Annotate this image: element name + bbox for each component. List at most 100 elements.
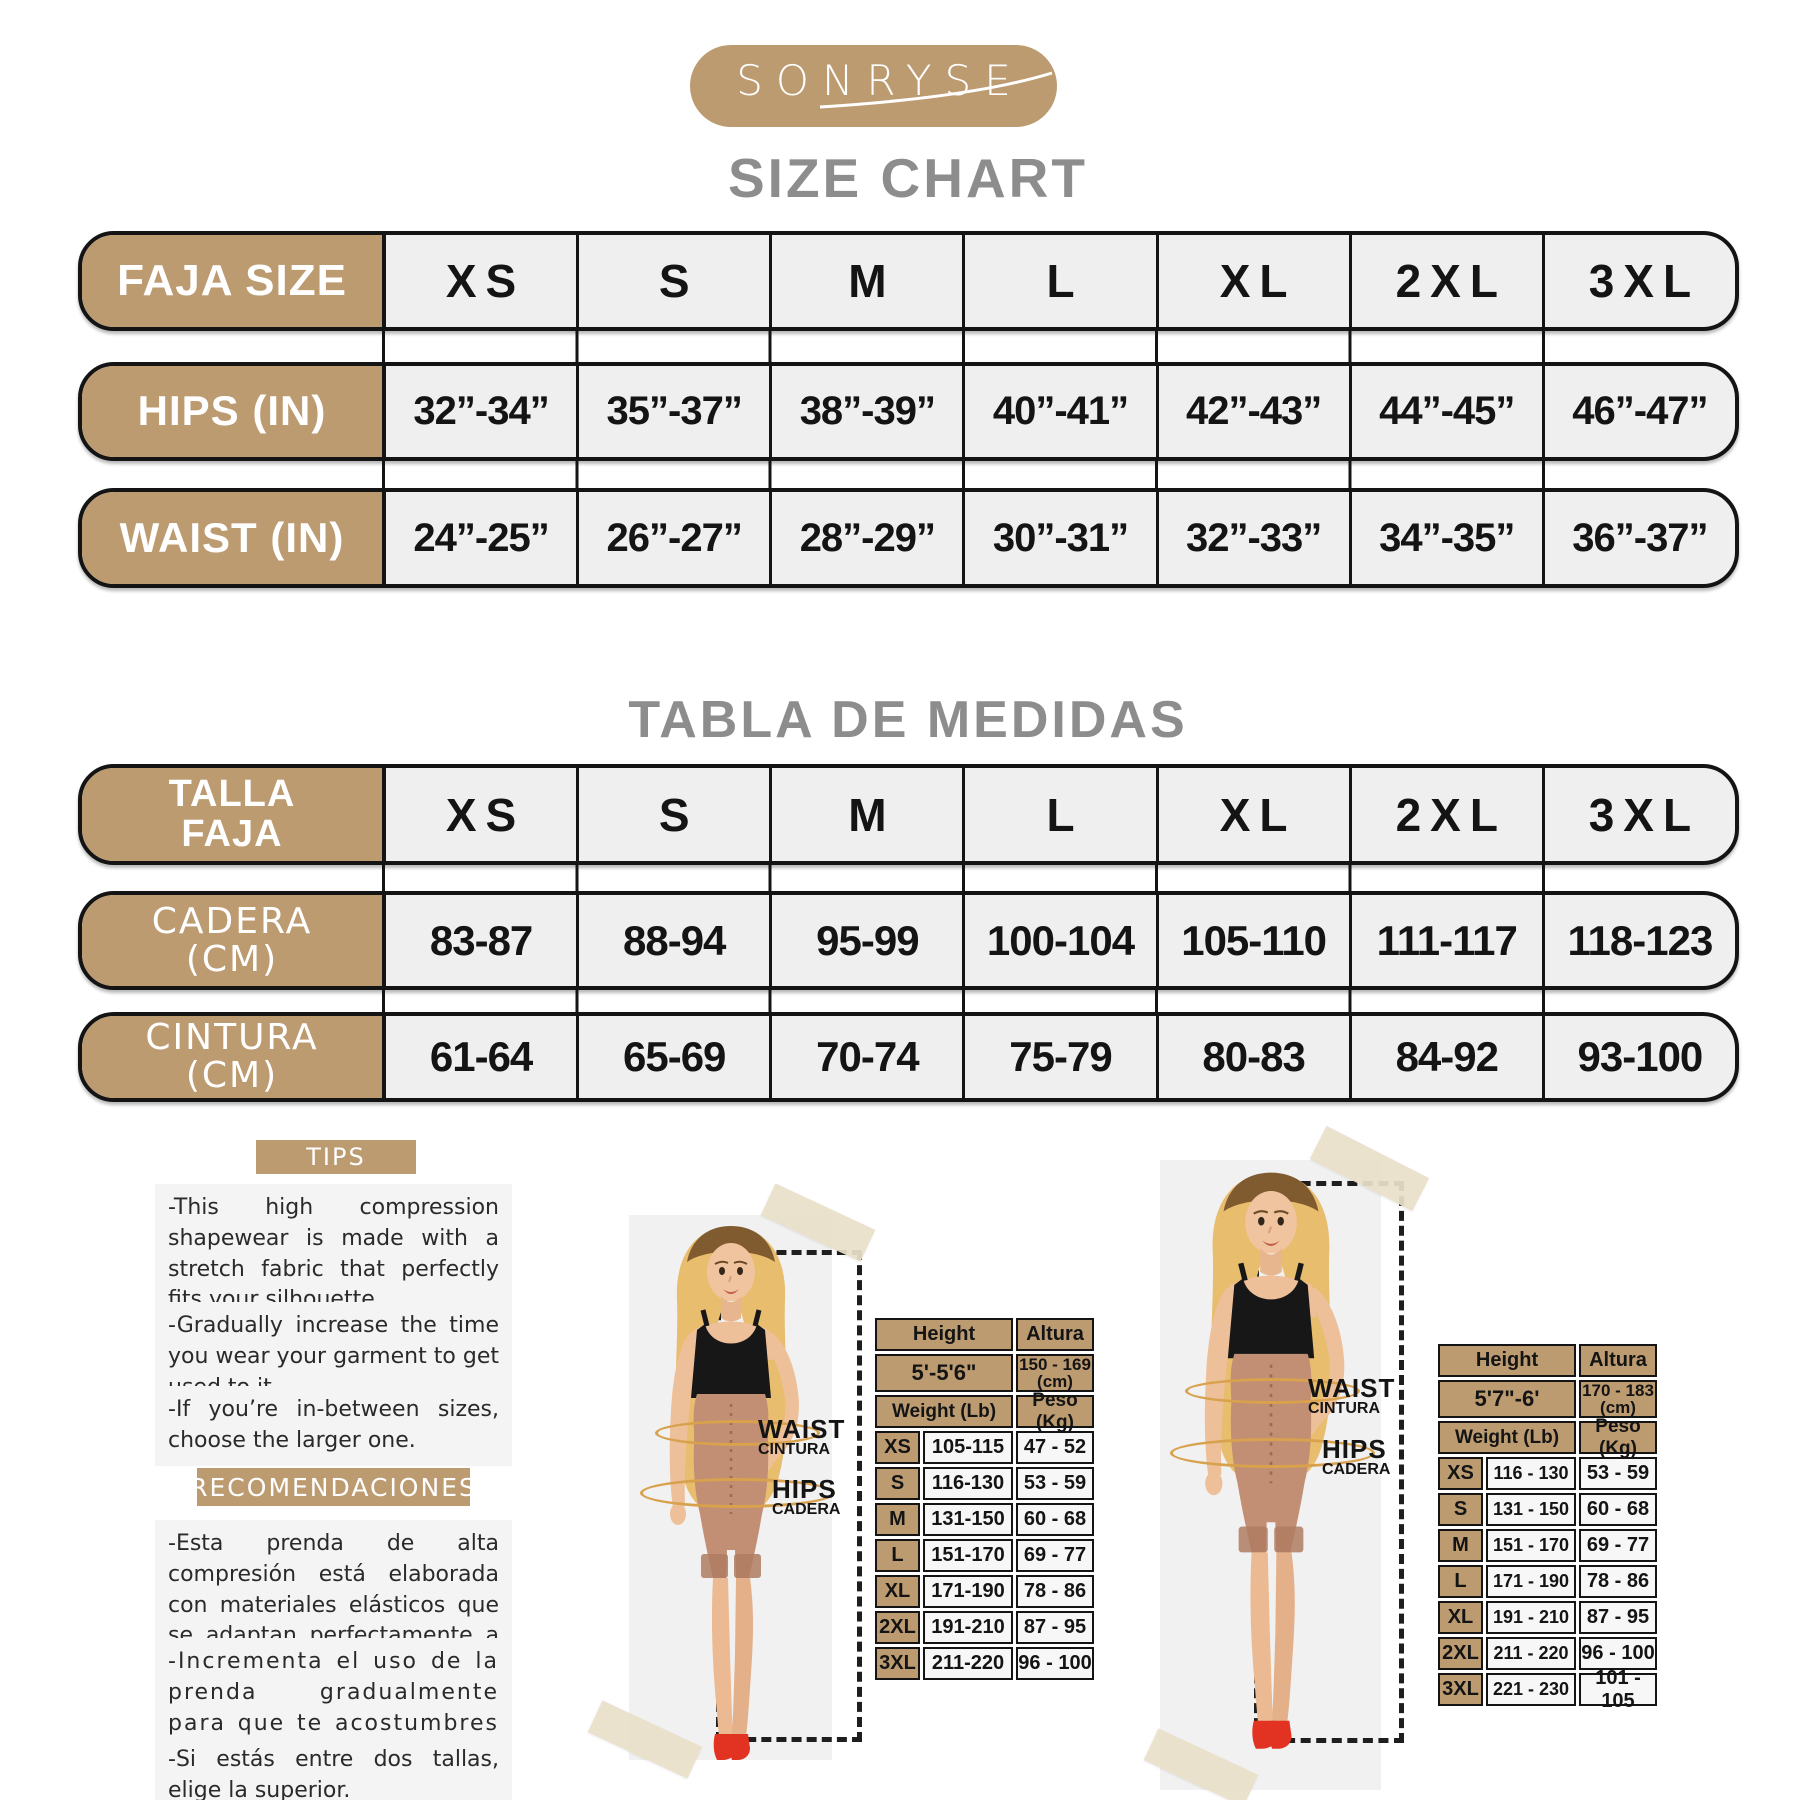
size-cell: XS [1438,1457,1483,1490]
kg-cell: 96 - 100 [1016,1647,1094,1680]
weight-header: Weight (Lb) [875,1395,1013,1428]
waist-cell: 26”-27” [576,492,769,584]
weight-table-us: Height Altura 5'-5'6" 150 - 169 (cm) Wei… [875,1318,1094,1680]
hips-label-es: CADERA [772,1500,841,1518]
altura-header: Altura [1579,1344,1657,1377]
kg-cell: 60 - 68 [1579,1493,1657,1526]
cadera-cell: 88-94 [576,895,769,986]
size-cell: M [769,235,962,327]
waist-label-es: CINTURA [758,1440,830,1458]
talla-cell: 2XL [1348,768,1542,861]
hips-cell: 32”-34” [413,389,549,433]
brand-name: SONRYSE [736,55,1024,105]
hips-cell: 44”-45” [1348,366,1542,457]
size-cell: S [576,235,769,327]
lb-cell: 221 - 230 [1486,1673,1576,1706]
altura-header: Altura [1016,1318,1094,1351]
size-cell: M [875,1503,920,1536]
kg-cell: 53 - 59 [1016,1467,1094,1500]
talla-cell: XL [1155,768,1349,861]
table-row-hips-in: HIPS (IN) 32”-34” 35”-37” 38”-39” 40”-41… [78,362,1739,461]
table-row-talla-faja: TALLA FAJA XS S M L XL 2XL 3XL [78,764,1739,865]
row-label-cintura: CINTURA (CM) [82,1016,386,1098]
hips-label-es: CADERA [1322,1460,1391,1478]
brand-logo: SONRYSE [690,45,1057,127]
hips-label-en: HIPS [1322,1434,1387,1464]
talla-cell: S [576,768,769,861]
hips-ring [1170,1438,1375,1468]
cadera-cell: 118-123 [1541,895,1735,986]
lb-cell: 131-150 [923,1503,1013,1536]
column-divider-strip [382,331,1722,362]
waist-label-en: WAIST [758,1414,846,1444]
waist-cell: 28”-29” [769,492,962,584]
altura-value: 150 - 169 (cm) [1016,1354,1094,1392]
cadera-cell: 111-117 [1348,895,1542,986]
kg-cell: 53 - 59 [1579,1457,1657,1490]
talla-cell: M [769,768,962,861]
recomendaciones-badge: RECOMENDACIONES [190,1468,475,1506]
tips-badge: TIPS [256,1140,416,1174]
talla-cell: XS [445,788,526,841]
kg-cell: 78 - 86 [1579,1565,1657,1598]
height-value: 5'7"-6' [1438,1380,1576,1418]
kg-cell: 87 - 95 [1016,1611,1094,1644]
kg-cell: 69 - 77 [1579,1529,1657,1562]
size-cell: S [875,1467,920,1500]
height-header: Height [875,1318,1013,1351]
row-label-cadera: CADERA (CM) [82,895,386,986]
size-cell: 2XL [1438,1637,1483,1670]
weight-table-intl: Height Altura 5'7"-6' 170 - 183 (cm) Wei… [1438,1344,1657,1712]
cintura-cell: 80-83 [1155,1016,1349,1098]
hips-cell: 40”-41” [962,366,1155,457]
cintura-cell: 84-92 [1348,1016,1542,1098]
waist-label: WAIST CINTURA [1308,1375,1395,1417]
kg-cell: 69 - 77 [1016,1539,1094,1572]
size-cell: 2XL [1348,235,1542,327]
waist-cell: 36”-37” [1541,492,1735,584]
peso-header: Peso (Kg) [1016,1390,1094,1433]
tip-item: -If you’re in-between sizes, choose the … [155,1386,512,1466]
size-cell: XL [1438,1601,1483,1634]
row-label-waist: WAIST (IN) [82,492,386,584]
hips-cell: 38”-39” [769,366,962,457]
waist-label-es: CINTURA [1308,1399,1380,1417]
lb-cell: 116-130 [923,1467,1013,1500]
size-cell: L [875,1539,920,1572]
size-cell: XL [875,1575,920,1608]
lb-cell: 151-170 [923,1539,1013,1572]
size-cell: 2XL [875,1611,920,1644]
waist-label: WAIST CINTURA [758,1414,846,1458]
cadera-cell: 105-110 [1155,895,1349,986]
kg-cell: 87 - 95 [1579,1601,1657,1634]
cintura-cell: 93-100 [1541,1016,1735,1098]
table-row-cadera-cm: CADERA (CM) 83-87 88-94 95-99 100-104 10… [78,891,1739,990]
hips-cell: 46”-47” [1541,366,1735,457]
talla-cell: L [962,768,1155,861]
hips-cell: 35”-37” [576,366,769,457]
kg-cell: 96 - 100 [1579,1637,1657,1670]
size-cell: 3XL [1438,1673,1483,1706]
hips-cell: 42”-43” [1155,366,1349,457]
hips-label: HIPS CADERA [1322,1434,1391,1478]
lb-cell: 211 - 220 [1486,1637,1576,1670]
size-cell: 3XL [1541,235,1735,327]
hips-ring [640,1478,835,1508]
size-cell: L [962,235,1155,327]
cadera-cell: 95-99 [769,895,962,986]
size-cell: S [1438,1493,1483,1526]
kg-cell: 47 - 52 [1016,1431,1094,1464]
column-divider-strip [382,461,1722,488]
table-row-faja-size: FAJA SIZE XS S M L XL 2XL 3XL [78,231,1739,331]
size-chart-title: SIZE CHART [728,147,1088,209]
size-cell: 3XL [875,1647,920,1680]
size-cell: XL [1155,235,1349,327]
waist-cell: 24”-25” [413,515,549,560]
height-header: Height [1438,1344,1576,1377]
lb-cell: 116 - 130 [1486,1457,1576,1490]
column-divider-strip [382,865,1722,891]
lb-cell: 171-190 [923,1575,1013,1608]
altura-value: 170 - 183 (cm) [1579,1380,1657,1418]
kg-cell: 78 - 86 [1016,1575,1094,1608]
cadera-cell: 100-104 [962,895,1155,986]
